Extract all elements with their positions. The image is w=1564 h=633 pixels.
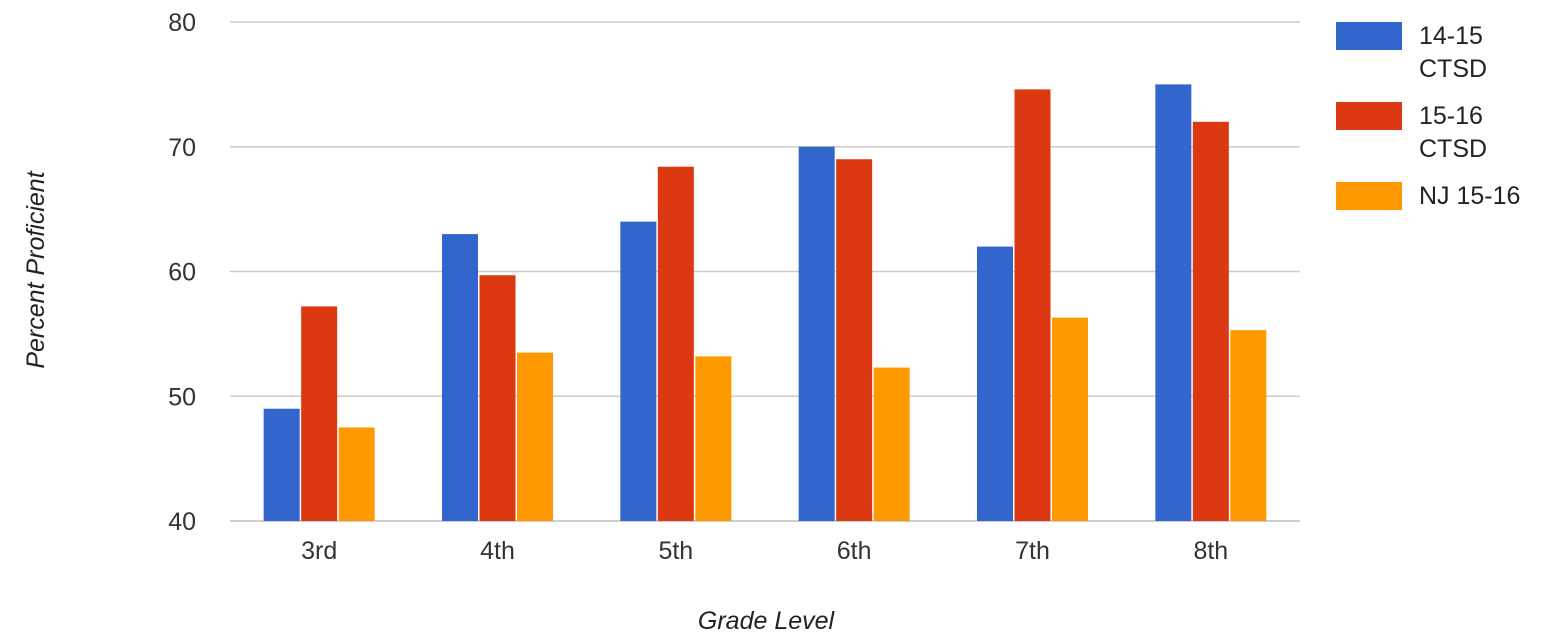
gridlines <box>230 21 1300 522</box>
legend-item: NJ 15-16 <box>1336 182 1520 210</box>
bar-4th-series-1 <box>442 234 478 521</box>
legend-swatch <box>1336 22 1402 50</box>
legend-label: NJ 15-16 <box>1419 182 1520 210</box>
bar-4th-series-2 <box>479 275 516 521</box>
bar-5th-series-1 <box>620 221 657 521</box>
bar-5th-series-3 <box>695 356 732 521</box>
x-axis-tick-labels: 3rd 4th 5th 6th 7th 8th <box>301 537 1228 565</box>
legend-label: CTSD <box>1419 55 1487 83</box>
bar-7th-series-1 <box>977 246 1013 522</box>
bar-6th-series-3 <box>873 367 910 521</box>
bar-7th-series-3 <box>1052 317 1088 521</box>
legend-item: 15-16 CTSD <box>1336 102 1487 163</box>
legend: 14-15 CTSD 15-16 CTSD NJ 15-16 <box>1336 22 1520 210</box>
legend-item: 14-15 CTSD <box>1336 22 1487 83</box>
y-tick-label: 40 <box>168 508 196 536</box>
x-axis-title: Grade Level <box>698 607 836 633</box>
bar-8th-series-1 <box>1155 84 1192 521</box>
x-tick-label: 5th <box>658 537 693 565</box>
bar-3rd-series-1 <box>263 408 300 521</box>
x-tick-label: 8th <box>1193 537 1228 565</box>
y-tick-label: 60 <box>168 259 196 287</box>
bar-6th-series-1 <box>798 146 835 521</box>
y-tick-label: 50 <box>168 383 196 411</box>
y-tick-label: 70 <box>168 134 196 162</box>
bars <box>263 84 1267 522</box>
y-axis-title: Percent Proficient <box>22 170 50 368</box>
x-tick-label: 4th <box>480 537 515 565</box>
legend-swatch <box>1336 102 1402 130</box>
legend-swatch <box>1336 182 1402 210</box>
bar-7th-series-2 <box>1014 89 1051 522</box>
legend-label: 15-16 <box>1419 102 1483 130</box>
y-tick-label: 80 <box>168 9 196 37</box>
bar-5th-series-2 <box>657 166 694 521</box>
legend-label: 14-15 <box>1419 22 1483 50</box>
y-axis-tick-labels: 40 50 60 70 80 <box>168 9 196 536</box>
x-tick-label: 7th <box>1015 537 1050 565</box>
x-tick-label: 3rd <box>301 537 337 565</box>
bar-3rd-series-3 <box>338 427 375 521</box>
bar-8th-series-3 <box>1230 330 1267 521</box>
bar-6th-series-2 <box>836 159 873 521</box>
x-tick-label: 6th <box>837 537 872 565</box>
legend-label: CTSD <box>1419 135 1487 163</box>
bar-4th-series-3 <box>517 352 553 521</box>
bar-3rd-series-2 <box>301 306 338 521</box>
bar-8th-series-2 <box>1192 121 1229 522</box>
